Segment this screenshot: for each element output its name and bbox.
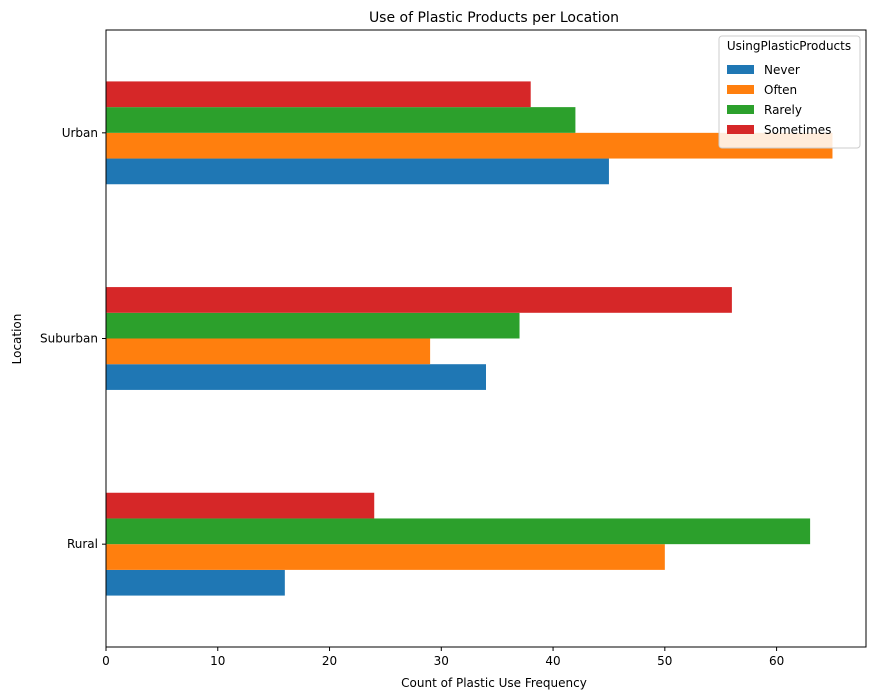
bar-suburban-often <box>106 338 431 365</box>
x-tick-label: 30 <box>434 654 449 668</box>
y-tick-label: Urban <box>62 126 98 140</box>
bar-rural-rarely <box>106 518 811 545</box>
bar-suburban-rarely <box>106 312 520 339</box>
x-tick-label: 0 <box>102 654 110 668</box>
y-axis: Rural Suburban Urban <box>40 126 106 551</box>
y-tick-label: Suburban <box>40 332 98 346</box>
x-axis-title: Count of Plastic Use Frequency <box>401 676 587 690</box>
x-tick-label: 10 <box>210 654 225 668</box>
y-tick-label: Rural <box>67 537 98 551</box>
x-tick-label: 40 <box>545 654 560 668</box>
bar-rural-often <box>106 544 665 570</box>
legend-entries: Never Often Rarely Sometimes <box>727 63 831 137</box>
x-tick-label: 50 <box>657 654 672 668</box>
bar-urban-rarely <box>106 107 576 133</box>
x-tick-label: 60 <box>769 654 784 668</box>
bar-suburban-never <box>106 364 486 390</box>
bar-suburban-sometimes <box>106 287 732 313</box>
bar-urban-never <box>106 158 609 185</box>
bar-rural-sometimes <box>106 492 375 519</box>
legend-swatch-often <box>727 85 754 94</box>
legend-swatch-rarely <box>727 105 754 114</box>
legend-label-never: Never <box>764 63 800 77</box>
x-axis: 0 10 20 30 40 50 60 <box>102 647 784 668</box>
legend: UsingPlasticProducts Never Often Rarely Som… <box>718 35 861 149</box>
bar-urban-sometimes <box>106 81 531 108</box>
y-axis-title: Location <box>10 314 24 365</box>
legend-label-rarely: Rarely <box>764 103 802 117</box>
legend-title: UsingPlasticProducts <box>727 39 851 53</box>
legend-label-often: Often <box>764 83 797 97</box>
bars <box>106 81 833 596</box>
legend-frame <box>718 35 861 149</box>
legend-swatch-sometimes <box>727 125 754 134</box>
legend-label-sometimes: Sometimes <box>764 123 831 137</box>
x-tick-label: 20 <box>322 654 337 668</box>
chart-title: Use of Plastic Products per Location <box>369 10 619 26</box>
bar-urban-often <box>106 132 833 159</box>
legend-swatch-never <box>727 65 754 74</box>
bar-rural-never <box>106 569 285 596</box>
